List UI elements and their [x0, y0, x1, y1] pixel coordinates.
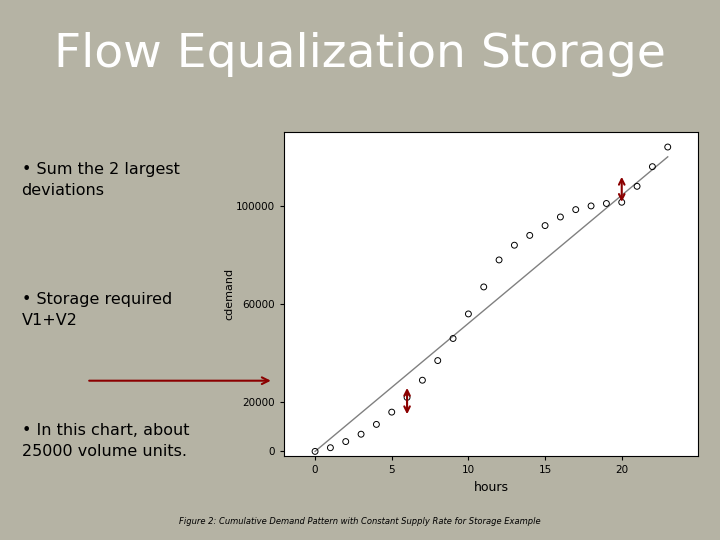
Text: • Storage required
V1+V2: • Storage required V1+V2: [22, 292, 172, 328]
Point: [401, 393, 413, 402]
Text: • In this chart, about
25000 volume units.: • In this chart, about 25000 volume unit…: [22, 423, 189, 458]
Point: [371, 420, 382, 429]
Point: [340, 437, 351, 446]
Point: [631, 182, 643, 191]
Point: [417, 376, 428, 384]
Point: [447, 334, 459, 343]
Point: [616, 198, 628, 207]
Point: [463, 309, 474, 318]
Point: [432, 356, 444, 365]
Point: [493, 255, 505, 264]
Point: [539, 221, 551, 230]
Point: [647, 163, 658, 171]
Text: Figure 2: Cumulative Demand Pattern with Constant Supply Rate for Storage Exampl: Figure 2: Cumulative Demand Pattern with…: [179, 517, 541, 526]
Y-axis label: cdemand: cdemand: [225, 268, 235, 320]
Point: [524, 231, 536, 240]
Point: [662, 143, 673, 151]
Point: [310, 447, 321, 456]
Text: Flow Equalization Storage: Flow Equalization Storage: [54, 32, 666, 77]
Point: [386, 408, 397, 416]
Point: [355, 430, 366, 438]
Point: [325, 443, 336, 452]
Point: [600, 199, 612, 208]
Text: • Sum the 2 largest
deviations: • Sum the 2 largest deviations: [22, 162, 179, 198]
X-axis label: hours: hours: [474, 481, 509, 494]
Point: [554, 213, 566, 221]
Point: [478, 282, 490, 291]
Point: [508, 241, 520, 249]
Point: [570, 205, 582, 214]
Point: [585, 201, 597, 210]
